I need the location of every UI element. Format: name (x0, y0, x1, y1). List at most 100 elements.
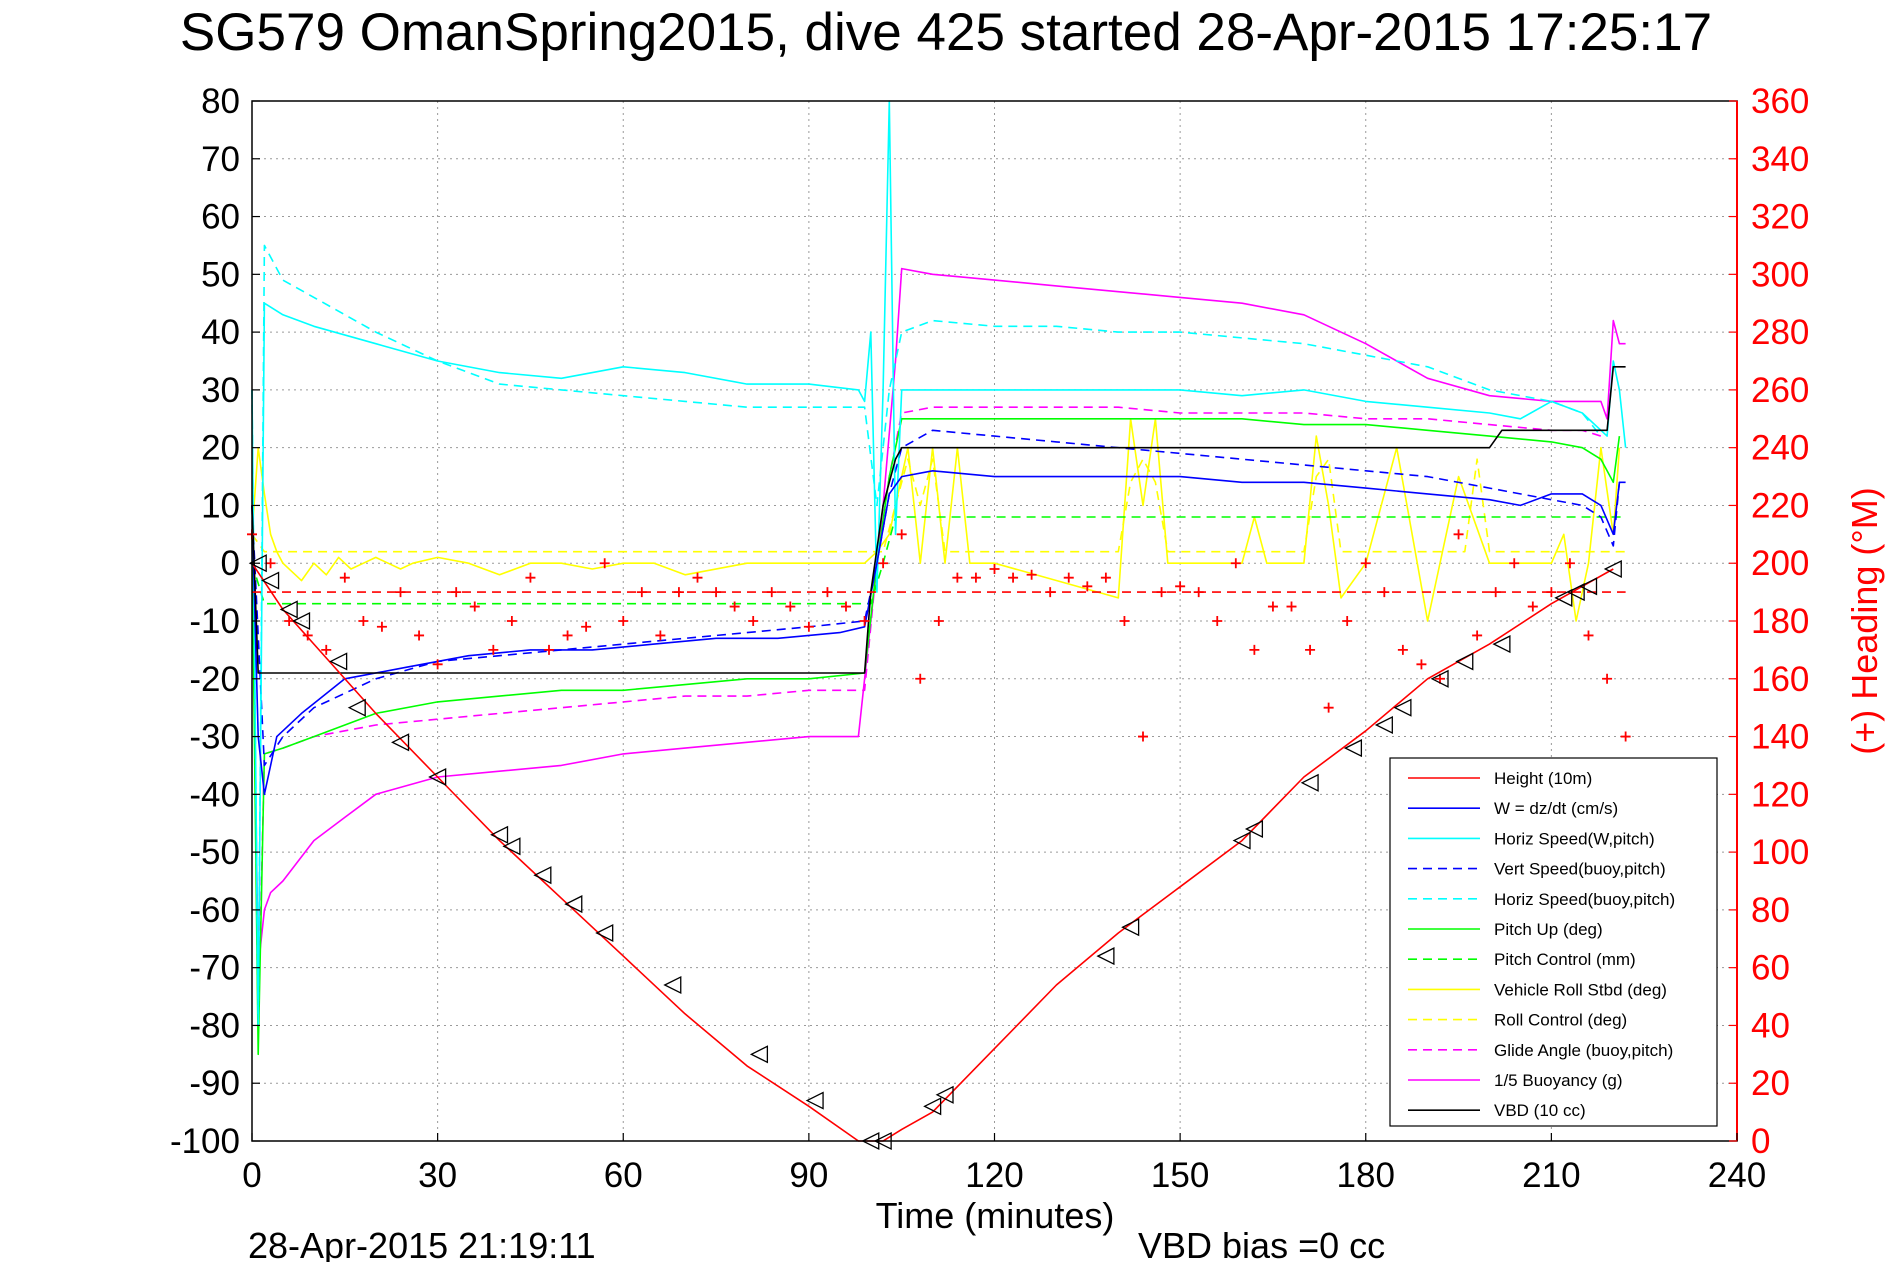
y-tick-label: -10 (189, 602, 240, 641)
x-tick-label: 30 (418, 1156, 457, 1195)
heading-plus-marker (1230, 558, 1241, 569)
heading-plus-marker (1509, 558, 1520, 569)
legend-label-roll: Vehicle Roll Stbd (deg) (1494, 980, 1667, 999)
heading-plus-marker (1026, 569, 1037, 580)
heading-series (247, 529, 1631, 742)
y-tick-label: -80 (189, 1006, 240, 1045)
heading-plus-marker (785, 601, 796, 612)
heading-plus-marker (525, 572, 536, 583)
triangle-markers (248, 554, 1622, 1151)
heading-plus-marker (414, 630, 425, 641)
footer-timestamp: 28-Apr-2015 21:19:11 (248, 1225, 596, 1262)
series-line-w (251, 469, 1626, 796)
y-tick-label: -70 (189, 949, 240, 988)
y-axis-right-label: (+) Heading (°M) (1844, 487, 1885, 754)
y-tick-label: -40 (189, 775, 240, 814)
heading-plus-marker (748, 616, 759, 626)
y-tick-label: -100 (170, 1122, 240, 1161)
y2-tick-label: 280 (1751, 313, 1809, 352)
heading-plus-marker (970, 572, 981, 583)
y-tick-label: 70 (201, 140, 240, 179)
heading-plus-marker (655, 630, 666, 641)
heading-plus-marker (1045, 587, 1056, 598)
heading-plus-marker (1193, 587, 1204, 598)
x-tick-label: 90 (789, 1156, 828, 1195)
triangle-marker (292, 611, 311, 631)
triangle-marker (1343, 739, 1363, 758)
triangle-marker (329, 652, 348, 671)
y2-tick-label: 120 (1751, 775, 1809, 814)
x-tick-label: 120 (965, 1156, 1023, 1195)
heading-plus-marker (1286, 601, 1297, 612)
triangle-marker (1579, 577, 1598, 596)
heading-plus-marker (1360, 558, 1371, 569)
y-tick-label: 50 (201, 255, 240, 294)
heading-plus-marker (896, 529, 907, 540)
heading-plus-marker (395, 587, 406, 598)
heading-plus-marker (841, 601, 851, 612)
heading-plus-marker (302, 630, 313, 641)
heading-plus-marker (915, 673, 926, 684)
y2-tick-label: 0 (1751, 1122, 1770, 1161)
legend-label-horiz-speed-buoy: Horiz Speed(buoy,pitch) (1494, 890, 1675, 909)
y2-tick-label: 60 (1751, 949, 1790, 988)
heading-plus-marker (859, 616, 870, 626)
heading-plus-marker (1583, 630, 1594, 641)
heading-plus-marker (673, 587, 684, 598)
heading-plus-marker (729, 601, 740, 612)
heading-plus-marker (1249, 644, 1260, 655)
y-tick-label: 0 (221, 544, 240, 583)
x-axis: 0 30 60 90 120 150 180 210 240 (242, 1133, 1766, 1195)
y-tick-label: -60 (189, 891, 240, 930)
heading-plus-marker (933, 616, 944, 626)
triangle-marker (1554, 588, 1573, 607)
heading-plus-marker (469, 601, 480, 612)
series-line-height (251, 562, 1614, 1142)
legend-label-height: Height (10m) (1494, 769, 1592, 788)
y2-tick-label: 20 (1751, 1064, 1790, 1103)
triangle-marker (1603, 559, 1622, 579)
heading-plus-marker (1156, 587, 1167, 598)
heading-plus-marker (451, 587, 462, 598)
triangle-marker (1121, 918, 1140, 937)
y2-tick-label: 340 (1751, 140, 1809, 179)
triangle-marker (347, 698, 366, 717)
heading-plus-marker (692, 572, 703, 583)
x-tick-label: 180 (1337, 1156, 1395, 1195)
heading-plus-marker (1546, 587, 1557, 598)
y2-tick-label: 80 (1751, 891, 1790, 930)
heading-plus-marker (1416, 659, 1427, 670)
y-tick-label: 40 (201, 313, 240, 352)
triangle-marker (1244, 819, 1264, 839)
y2-tick-label: 360 (1751, 82, 1809, 121)
heading-plus-marker (488, 644, 499, 655)
triangle-marker (595, 923, 614, 943)
legend-label-roll-control: Roll Control (deg) (1494, 1011, 1627, 1030)
heading-plus-marker (339, 572, 350, 583)
triangle-marker (564, 895, 583, 914)
heading-plus-marker (1397, 644, 1408, 655)
triangle-marker (935, 1085, 954, 1104)
triangle-marker (428, 767, 447, 787)
y-tick-label: 10 (201, 486, 240, 525)
heading-plus-marker (803, 621, 814, 632)
x-axis-label: Time (minutes) (876, 1195, 1115, 1236)
triangle-marker (1492, 635, 1511, 654)
series-line-vbd (251, 365, 1626, 674)
y2-tick-label: 200 (1751, 544, 1809, 583)
heading-plus-marker (581, 621, 592, 632)
y-tick-label: 20 (201, 429, 240, 468)
triangle-marker (391, 733, 410, 752)
x-tick-label: 240 (1708, 1156, 1766, 1195)
heading-plus-marker (1138, 731, 1148, 742)
triangle-marker (1232, 831, 1251, 850)
heading-plus-marker (376, 621, 387, 632)
heading-plus-marker (432, 659, 443, 670)
heading-plus-marker (1267, 601, 1278, 612)
y-tick-label: 60 (201, 198, 240, 237)
triangle-marker (1096, 947, 1115, 966)
heading-plus-marker (878, 558, 889, 569)
triangle-marker (279, 600, 298, 619)
y2-tick-label: 140 (1751, 718, 1809, 757)
heading-plus-marker (989, 564, 1000, 574)
